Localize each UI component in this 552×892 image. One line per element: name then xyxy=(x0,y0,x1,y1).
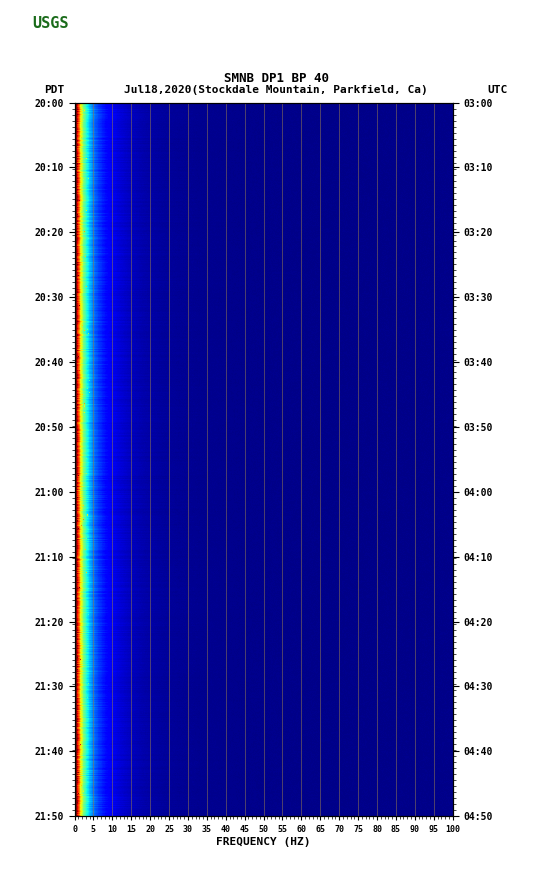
Text: Jul18,2020(Stockdale Mountain, Parkfield, Ca): Jul18,2020(Stockdale Mountain, Parkfield… xyxy=(124,86,428,95)
Text: USGS: USGS xyxy=(32,16,68,30)
Text: SMNB DP1 BP 40: SMNB DP1 BP 40 xyxy=(224,71,328,85)
X-axis label: FREQUENCY (HZ): FREQUENCY (HZ) xyxy=(216,837,311,847)
Text: PDT: PDT xyxy=(44,86,65,95)
Text: UTC: UTC xyxy=(487,86,508,95)
